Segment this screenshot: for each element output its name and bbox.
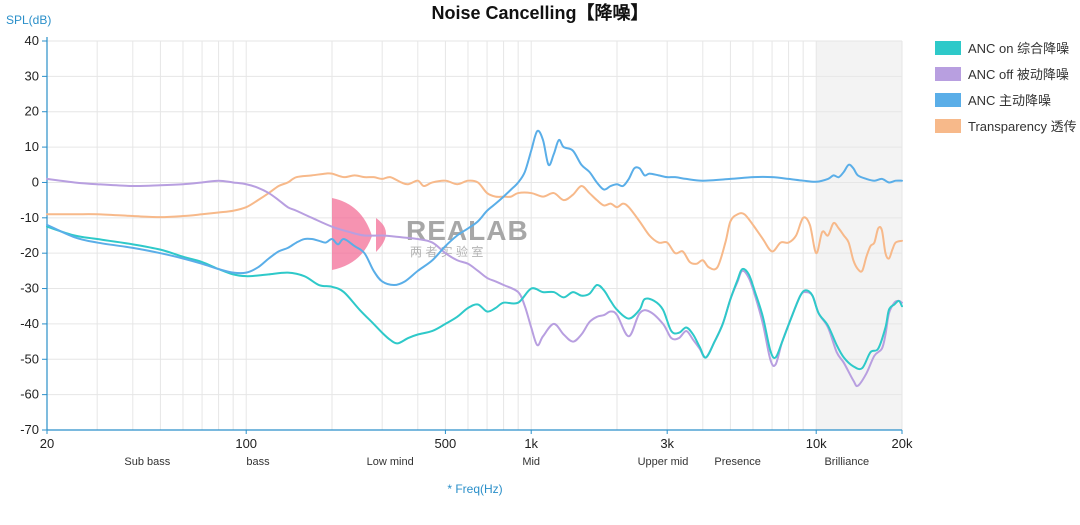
watermark-brand: REALAB [406,215,529,246]
legend-swatch [935,67,961,81]
x-tick-label: 20 [40,436,54,451]
series-line-4 [46,172,903,273]
y-tick-label: 40 [25,33,39,48]
band-label: Presence [714,456,760,468]
x-tick-label: 20k [892,436,913,451]
y-tick-label: -70 [20,422,39,437]
y-tick-label: -20 [20,245,39,260]
legend-item-4[interactable]: Transparency 透传 [935,119,1077,134]
legend-label: ANC off 被动降噪 [968,67,1069,82]
band-label: Sub bass [124,456,170,468]
legend-item-1[interactable]: ANC on 综合降噪 [935,41,1069,56]
band-label: bass [246,456,270,468]
y-tick-label: 10 [25,139,39,154]
x-axis-title: * Freq(Hz) [447,482,502,496]
legend[interactable]: ANC on 综合降噪 ANC off 被动降噪 ANC 主动降噪 Transpare… [935,41,1077,134]
y-tick-label: 30 [25,68,39,83]
band-label: Brilliance [824,456,869,468]
x-tick-label: 100 [235,436,257,451]
y-tick-label: 0 [32,174,39,189]
legend-swatch [935,119,961,133]
y-tick-label: -60 [20,387,39,402]
legend-swatch [935,93,961,107]
legend-swatch [935,41,961,55]
y-tick-label: -50 [20,351,39,366]
series-line-1 [46,225,903,371]
legend-label: Transparency 透传 [968,119,1077,134]
x-tick-label: 1k [524,436,538,451]
chart-title: Noise Cancelling【降噪】 [431,2,648,23]
y-tick-label: -30 [20,281,39,296]
series-line-3 [46,129,903,287]
y-tick-label: -10 [20,210,39,225]
y-tick-label: -40 [20,316,39,331]
brilliance-shaded-region [816,41,902,430]
x-tick-label: 500 [435,436,457,451]
x-tick-label: 3k [660,436,674,451]
band-label: Low mind [367,456,414,468]
legend-item-2[interactable]: ANC off 被动降噪 [935,67,1069,82]
y-axis-title: SPL(dB) [6,13,51,27]
legend-label: ANC on 综合降噪 [968,41,1069,56]
x-tick-label: 10k [806,436,827,451]
band-label: Upper mid [638,456,689,468]
legend-item-3[interactable]: ANC 主动降噪 [935,93,1051,108]
watermark-subtitle: 两 者 实 验 室 [410,244,483,259]
y-tick-label: 20 [25,104,39,119]
band-label: Mid [522,456,540,468]
legend-label: ANC 主动降噪 [968,93,1051,108]
